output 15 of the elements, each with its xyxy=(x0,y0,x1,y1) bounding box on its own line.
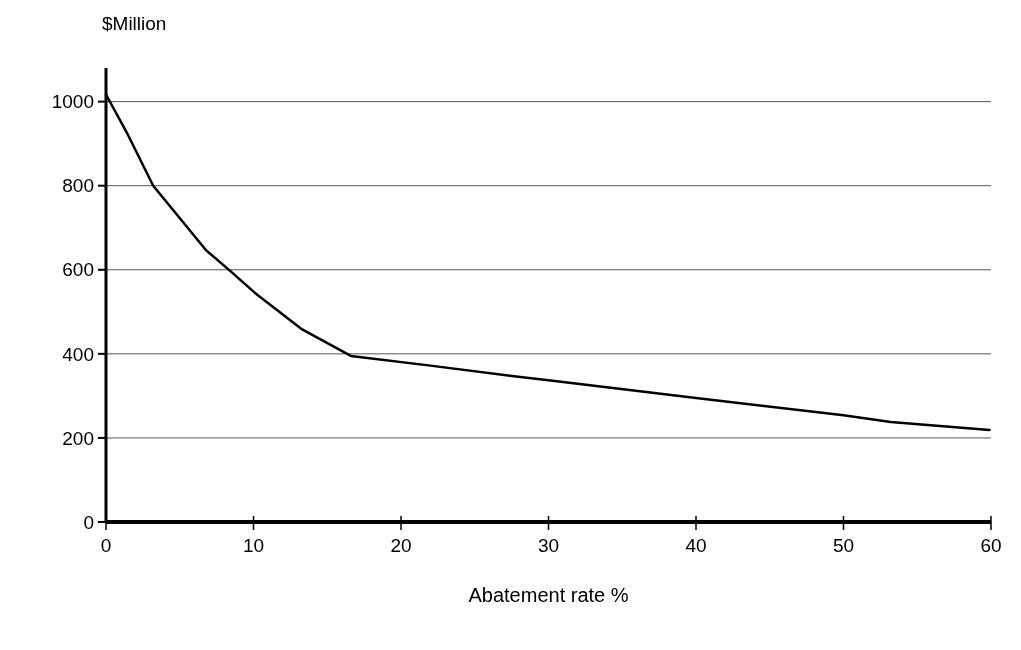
y-tick-label: 0 xyxy=(83,511,94,533)
y-tick-label: 600 xyxy=(62,259,94,281)
y-axis-title: $Million xyxy=(102,13,167,34)
x-axis-title: Abatement rate % xyxy=(468,584,629,606)
x-tick-label: 40 xyxy=(685,535,707,556)
y-tick-label: 800 xyxy=(62,175,94,197)
x-tick-label: 30 xyxy=(537,535,560,556)
x-tick-label: 10 xyxy=(242,535,265,556)
y-tick-label: 400 xyxy=(62,343,94,365)
y-tick-label: 1000 xyxy=(51,91,94,113)
y-tick-label: 200 xyxy=(62,427,94,449)
x-tick-label: 0 xyxy=(100,535,112,556)
x-tick-label: 60 xyxy=(980,535,1002,556)
x-tick-label: 20 xyxy=(390,535,412,556)
x-tick-label: 50 xyxy=(832,535,855,556)
